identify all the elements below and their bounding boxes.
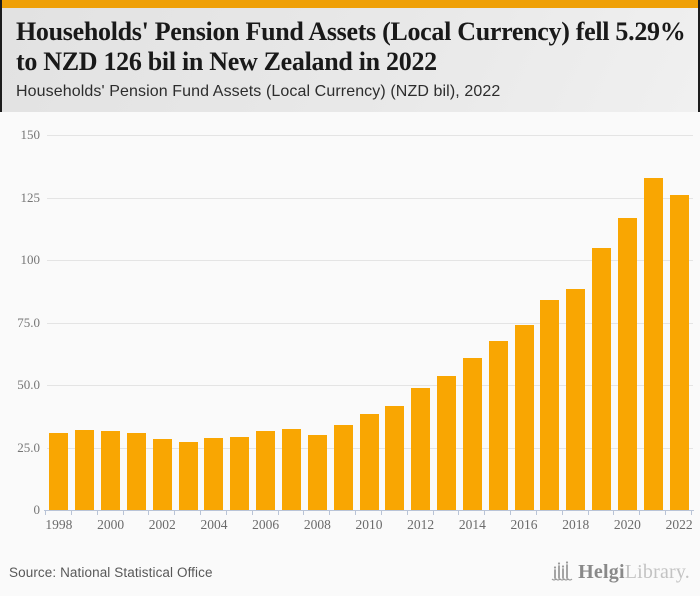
x-axis-tick [122,510,124,515]
bar-chart-plot-area: 150 125 100 75.0 50.0 25.0 0 1998 2000 2002 2004 20… [17,127,694,532]
bar-2021[interactable] [643,177,663,510]
x-axis-label-2018: 2018 [562,517,590,532]
gridline-75.0 [47,322,693,324]
y-axis-tick-label: 125 [20,189,41,205]
x-axis-tick [380,510,382,515]
x-axis-tick [251,510,253,515]
header-text-block: Households' Pension Fund Assets (Local C… [2,8,698,112]
x-axis-tick [329,510,331,515]
y-axis-tick-label: 150 [20,127,41,142]
gridline-150 [47,135,693,136]
y-axis-tick-label: 50.0 [17,377,40,392]
x-axis-tick [458,510,460,515]
bar-1998[interactable] [49,433,69,510]
bar-2005[interactable] [230,436,250,510]
x-axis-tick [639,510,641,515]
bar-2011[interactable] [385,405,405,510]
bar-2012[interactable] [411,387,431,510]
page-title: Households' Pension Fund Assets (Local C… [16,17,686,77]
x-axis-tick [613,510,615,515]
x-axis-tick [665,510,667,515]
y-axis-tick-label: 75.0 [17,314,40,330]
x-axis-tick [200,510,202,515]
bar-2001[interactable] [126,432,146,510]
x-axis-tick [225,510,227,515]
x-axis-label-2010: 2010 [355,517,383,532]
x-axis-tick [148,510,150,515]
chart-header: Households' Pension Fund Assets (Local C… [0,0,700,112]
bar-2022[interactable] [669,195,689,510]
x-axis-tick [355,510,357,515]
bar-2014[interactable] [462,357,482,510]
bar-1999[interactable] [75,429,95,510]
bar-2003[interactable] [178,442,198,510]
x-axis-label-2008: 2008 [303,517,331,532]
x-axis-label-2022: 2022 [665,517,693,532]
x-axis-label-2004: 2004 [200,517,228,532]
logo-text-helgi: Helgi [578,560,625,583]
bar-2017[interactable] [540,299,560,510]
x-axis-tick [691,510,692,515]
bar-2015[interactable] [488,340,508,510]
x-axis-label-2014: 2014 [458,517,486,532]
logo-text-library: Library. [624,560,690,583]
y-axis-tick-label: 0 [33,502,41,517]
x-axis-tick [174,510,176,515]
bar-2019[interactable] [592,247,612,510]
x-axis-label-2012: 2012 [407,517,435,532]
bar-2013[interactable] [437,375,457,510]
x-axis-tick [484,510,486,515]
x-axis-label-2002: 2002 [148,517,176,532]
x-axis-label-1998: 1998 [45,517,73,532]
bar-2020[interactable] [617,217,637,510]
x-axis-tick [535,510,537,515]
x-axis-tick [432,510,434,515]
bar-2007[interactable] [281,429,301,510]
helgi-library-logo[interactable]: Helgi Library. [550,558,690,587]
x-axis-tick [70,510,72,515]
x-axis-tick [561,510,563,515]
brand-accent-band [2,0,698,8]
y-axis-tick-label: 25.0 [17,439,40,455]
chart-footer: Source: National Statistical Office [0,552,700,592]
bar-2002[interactable] [152,438,172,510]
gridline-100 [47,260,693,261]
x-axis-line [44,510,694,511]
x-axis-tick [303,510,305,515]
x-axis-label-2016: 2016 [510,517,538,532]
x-axis-label-2020: 2020 [613,517,641,532]
bar-2009[interactable] [333,425,353,510]
bar-2008[interactable] [307,435,327,510]
bar-2018[interactable] [566,288,586,510]
bar-2004[interactable] [204,438,224,510]
bar-2010[interactable] [359,413,379,510]
y-axis-tick-label: 100 [20,252,41,267]
x-axis-tick [277,510,279,515]
helgi-bars-icon [550,560,574,587]
x-axis-tick [45,510,46,515]
x-axis-tick [96,510,98,515]
gridline-50.0 [47,385,693,386]
chart-subtitle: Households' Pension Fund Assets (Local C… [16,82,501,100]
x-axis-tick [406,510,408,515]
x-axis-tick [587,510,589,515]
bar-2000[interactable] [101,431,121,510]
bar-2016[interactable] [514,325,534,510]
x-axis-tick [510,510,512,515]
gridline-125 [47,197,693,199]
x-axis-label-2006: 2006 [252,517,280,532]
x-axis-label-2000: 2000 [97,517,125,532]
bar-2006[interactable] [256,431,276,510]
source-note: Source: National Statistical Office [9,564,213,580]
